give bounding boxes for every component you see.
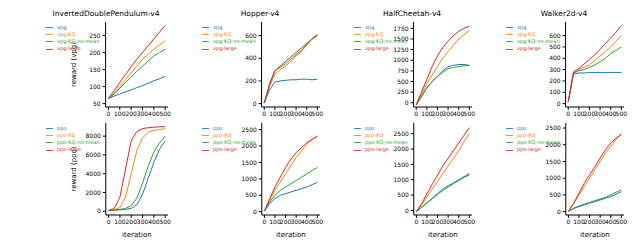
- svg-text:0: 0: [415, 218, 419, 225]
- svg-text:100: 100: [114, 110, 126, 117]
- svg-text:1500: 1500: [242, 159, 257, 166]
- svg-text:6000: 6000: [86, 151, 101, 158]
- svg-text:0: 0: [557, 208, 561, 215]
- svg-text:2500: 2500: [546, 124, 561, 131]
- svg-text:iteration: iteration: [428, 231, 458, 237]
- svg-text:500: 500: [245, 191, 257, 198]
- svg-text:0: 0: [405, 207, 409, 214]
- svg-text:500: 500: [312, 110, 324, 117]
- svg-text:8000: 8000: [86, 132, 101, 139]
- svg-text:200: 200: [89, 49, 101, 56]
- svg-text:1000: 1000: [242, 175, 257, 182]
- svg-text:300: 300: [137, 110, 149, 117]
- svg-text:0: 0: [253, 100, 257, 107]
- svg-text:500: 500: [464, 110, 476, 117]
- svg-text:250: 250: [397, 88, 409, 95]
- svg-text:0: 0: [263, 218, 267, 225]
- svg-text:0: 0: [253, 208, 257, 215]
- svg-text:200: 200: [245, 77, 257, 84]
- svg-text:150: 150: [89, 66, 101, 73]
- svg-text:400: 400: [549, 54, 561, 61]
- svg-text:400: 400: [148, 218, 160, 225]
- svg-text:1000: 1000: [394, 176, 409, 183]
- svg-text:1750: 1750: [393, 25, 408, 32]
- svg-text:1500: 1500: [394, 161, 409, 168]
- svg-text:reward (ppo): reward (ppo): [70, 146, 78, 191]
- svg-text:100: 100: [89, 83, 101, 90]
- svg-text:600: 600: [245, 32, 257, 39]
- svg-text:0: 0: [567, 218, 571, 225]
- svg-text:600: 600: [549, 32, 561, 39]
- svg-text:2000: 2000: [86, 189, 101, 196]
- svg-text:0: 0: [405, 99, 409, 106]
- svg-text:1500: 1500: [546, 158, 561, 165]
- svg-text:0: 0: [262, 110, 266, 117]
- svg-text:500: 500: [312, 218, 324, 225]
- svg-text:300: 300: [137, 218, 149, 225]
- svg-text:750: 750: [397, 67, 409, 74]
- svg-text:300: 300: [549, 66, 561, 73]
- svg-text:1500: 1500: [393, 35, 408, 42]
- svg-text:2500: 2500: [242, 126, 257, 133]
- svg-text:500: 500: [397, 191, 409, 198]
- svg-text:100: 100: [114, 218, 126, 225]
- svg-text:500: 500: [549, 43, 561, 50]
- svg-text:500: 500: [616, 218, 628, 225]
- svg-text:0: 0: [107, 110, 111, 117]
- svg-text:500: 500: [549, 191, 561, 198]
- svg-text:500: 500: [159, 110, 171, 117]
- svg-text:2500: 2500: [394, 130, 409, 137]
- svg-text:4000: 4000: [86, 170, 101, 177]
- svg-text:0: 0: [97, 207, 101, 214]
- svg-text:200: 200: [126, 218, 138, 225]
- svg-text:iteration: iteration: [580, 231, 610, 237]
- svg-text:0: 0: [107, 218, 111, 225]
- svg-text:200: 200: [549, 77, 561, 84]
- svg-text:2000: 2000: [394, 145, 409, 152]
- svg-text:500: 500: [464, 218, 476, 225]
- svg-text:1000: 1000: [393, 56, 408, 63]
- svg-text:1000: 1000: [546, 174, 561, 181]
- svg-text:50: 50: [93, 100, 101, 107]
- svg-text:reward (vpg): reward (vpg): [70, 42, 78, 87]
- svg-text:1250: 1250: [393, 46, 408, 53]
- svg-text:500: 500: [159, 218, 171, 225]
- svg-text:100: 100: [549, 88, 561, 95]
- svg-text:2000: 2000: [546, 141, 561, 148]
- svg-text:0: 0: [414, 110, 418, 117]
- svg-text:0: 0: [566, 110, 570, 117]
- svg-text:250: 250: [89, 32, 101, 39]
- svg-text:iteration: iteration: [122, 231, 152, 237]
- svg-text:500: 500: [616, 110, 628, 117]
- svg-text:0: 0: [557, 100, 561, 107]
- svg-text:2000: 2000: [242, 142, 257, 149]
- svg-text:500: 500: [397, 78, 409, 85]
- svg-text:400: 400: [245, 54, 257, 61]
- svg-text:400: 400: [148, 110, 160, 117]
- svg-text:200: 200: [125, 110, 137, 117]
- svg-text:iteration: iteration: [276, 231, 306, 237]
